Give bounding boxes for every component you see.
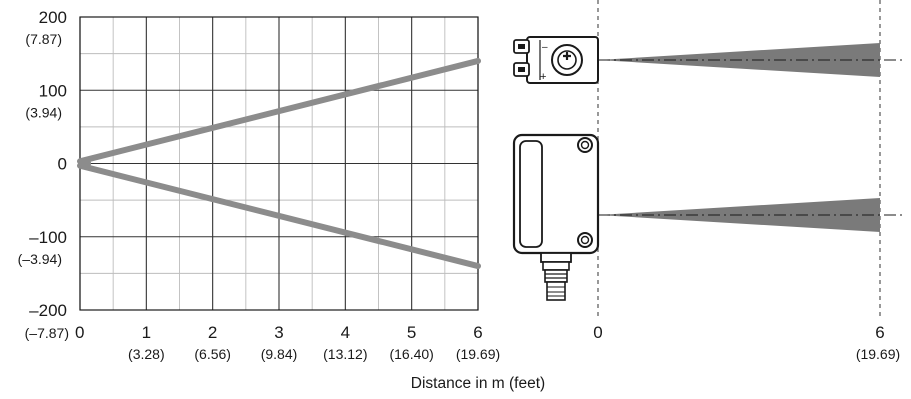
x-tick-label: 2 [208,323,217,342]
x-tick-sublabel: (–7.87) [25,325,69,341]
x-tick-label: 0 [75,323,84,342]
svg-text:–: – [542,42,548,53]
diagram-end-sub-label: (19.69) [856,346,900,362]
sensor-side-view [512,133,600,301]
y-tick-label: –100 [29,228,67,247]
diagram-start-label: 0 [593,323,602,342]
diagram-end-label: 6 [875,323,884,342]
y-tick-label: 100 [39,81,67,100]
series-line-1 [77,57,481,165]
sensor-diagram: – + [512,0,906,362]
x-tick-label: 1 [142,323,151,342]
svg-text:+: + [540,71,546,83]
x-tick-sublabel: (9.84) [261,346,298,362]
series-origin-marker [79,157,91,170]
series-line-2 [77,162,481,270]
x-tick-label: 5 [407,323,416,342]
sensor-top-view: – + [513,36,599,84]
x-axis-label: Distance in m (feet) [411,375,545,392]
y-tick-sublabel: (3.94) [25,104,62,120]
x-tick-label: 3 [274,323,283,342]
x-tick-sublabel: (3.28) [128,346,165,362]
y-tick-label: –200 [29,301,67,320]
x-tick-sublabel: (16.40) [389,346,433,362]
y-tick-sublabel: (–3.94) [18,251,62,267]
x-tick-label: 6 [473,323,482,342]
x-tick-sublabel: (6.56) [194,346,231,362]
series-lines [77,57,481,270]
y-tick-label: 0 [58,155,67,174]
x-tick-sublabel: (19.69) [456,346,500,362]
y-tick-label: 200 [39,8,67,27]
x-tick-label: 4 [341,323,350,342]
beam-diameter-chart: 200 (7.87) 100 (3.94) 0 –100 (–3.94) –200 0 (–7.… [18,8,546,392]
connector-plug-icon [540,252,572,301]
grid-major [79,16,479,311]
y-tick-sublabel: (7.87) [25,31,62,47]
y-axis-ticks: 200 (7.87) 100 (3.94) 0 –100 (–3.94) –200 [18,8,67,320]
x-axis-ticks: 0 (–7.87) 1 (3.28) 2 (6.56) 3 (9.84) 4 (13.12) 5 (1… [25,323,501,362]
x-tick-sublabel: (13.12) [323,346,367,362]
